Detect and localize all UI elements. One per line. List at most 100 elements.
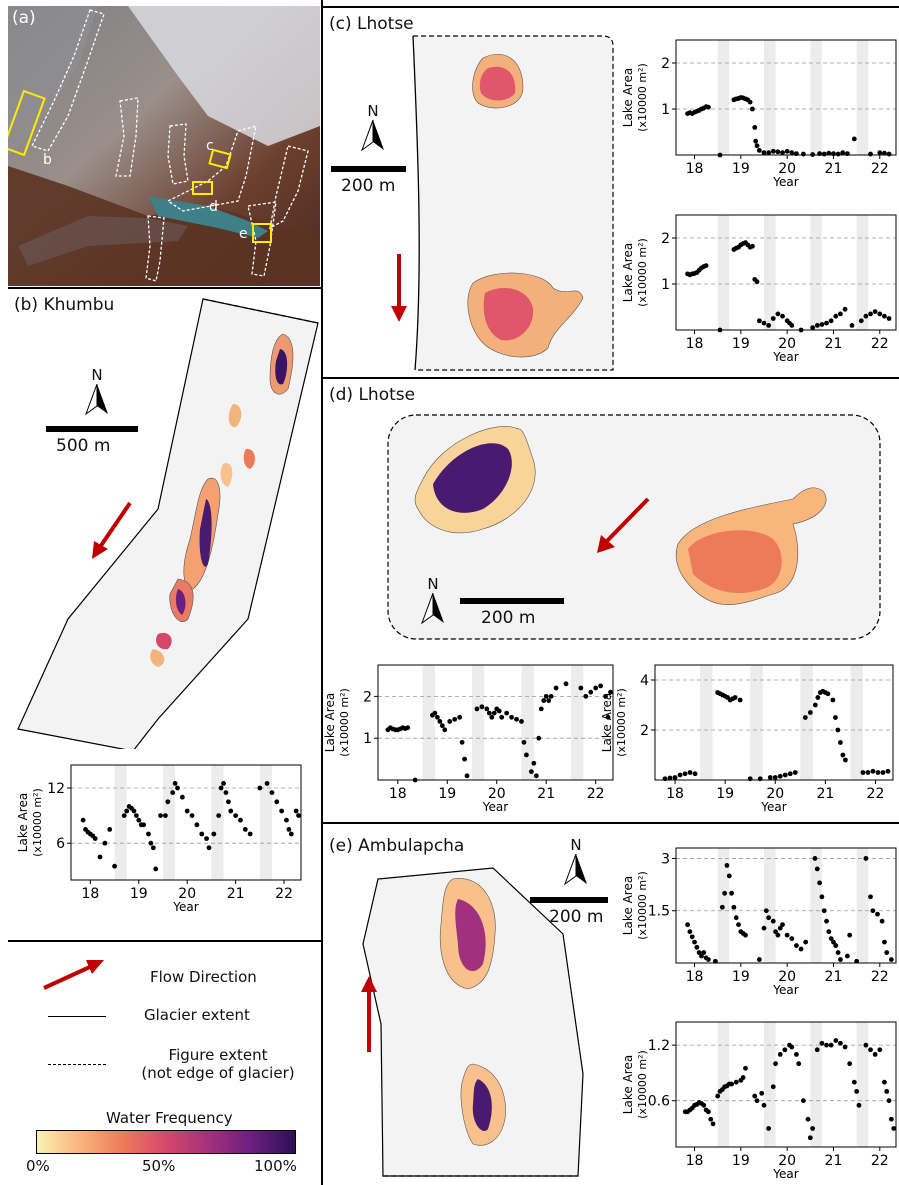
frame-divider-b-legend [8, 940, 322, 942]
data-point [851, 136, 857, 142]
data-point [821, 151, 827, 157]
data-point [750, 106, 755, 112]
scale-bar-e [530, 897, 608, 903]
panel-b-label: (b) Khumbu [14, 295, 115, 315]
data-point [784, 148, 790, 154]
x-tick-label: 21 [825, 161, 843, 177]
flow-arrow-d [597, 497, 650, 553]
y-tick-label: 1 [661, 102, 670, 118]
legend-figure-line [48, 1064, 106, 1065]
north-arrow-b: N [82, 366, 112, 420]
data-point [868, 151, 873, 157]
data-point [882, 150, 887, 156]
colorbar-title: Water Frequency [106, 1109, 233, 1127]
frame-divider-vertical [321, 0, 323, 1185]
marker-c: c [206, 138, 214, 154]
shaded-band [856, 40, 869, 155]
scale-label-e: 200 m [549, 907, 604, 927]
frame-divider-a-b [8, 287, 322, 289]
data-point [835, 151, 841, 157]
colorbar-tick-0: 0% [26, 1157, 50, 1175]
x-tick-label: 18 [686, 161, 704, 177]
data-point [752, 125, 758, 130]
ambulapcha-map [362, 867, 584, 1177]
legend-figure-line1: Figure extent [168, 1046, 268, 1064]
frame-divider-d-e [321, 822, 899, 824]
data-point [766, 150, 772, 156]
x-tick-label: 22 [871, 161, 889, 177]
data-point [775, 149, 781, 155]
khumbu-map [17, 298, 319, 749]
panel-b: (b) Khumbu N 500 m [8, 289, 320, 939]
data-point [761, 150, 767, 156]
data-point [794, 151, 799, 157]
satellite-map [8, 6, 320, 286]
scale-bar-c [331, 166, 406, 172]
panel-a: (a) b c d e [8, 6, 320, 286]
panel-d-label: (d) Lhotse [329, 385, 416, 405]
north-label: N [570, 836, 582, 854]
shaded-band [810, 40, 822, 155]
data-point [789, 150, 795, 156]
data-point [780, 150, 785, 156]
scale-label-b: 500 m [56, 436, 111, 456]
marker-e: e [239, 226, 248, 242]
data-point [810, 152, 816, 157]
panel-d: (d) Lhotse N 200 m [323, 379, 899, 821]
north-arrow-c: N [358, 102, 388, 156]
panel-e: (e) Ambulapcha N 200 m [323, 824, 623, 1185]
lhotse-d-map [387, 414, 881, 640]
legend-glacier-label: Glacier extent [144, 1006, 250, 1024]
north-label: N [427, 575, 439, 593]
north-arrow-icon [563, 853, 587, 886]
panel-c-label: (c) Lhotse [329, 14, 414, 34]
north-arrow-e: N [561, 836, 591, 890]
data-point [831, 151, 836, 157]
frame-top-right [321, 6, 899, 8]
colorbar-tick-100: 100% [254, 1157, 297, 1175]
shaded-band [764, 40, 776, 155]
colorbar-tick-50: 50% [142, 1157, 176, 1175]
scale-label-d: 200 m [481, 608, 536, 628]
data-point [770, 148, 776, 154]
legend-figure-line2: (not edge of glacier) [141, 1064, 295, 1082]
plot-frame [675, 39, 897, 156]
x-tick-label: 19 [732, 161, 750, 177]
scale-bar-b [46, 426, 138, 432]
data-point [706, 104, 711, 110]
marker-d: d [209, 199, 218, 215]
y-tick-label: 2 [661, 56, 670, 72]
data-point [840, 150, 846, 156]
flow-arrow-b [92, 501, 132, 559]
data-point [817, 151, 822, 157]
legend-figure-label: Figure extent (not edge of glacier) [138, 1046, 298, 1082]
scale-label-c: 200 m [341, 176, 396, 196]
y-axis-label: Lake Area [621, 68, 635, 127]
legend-flow-label: Flow Direction [150, 968, 257, 986]
flow-arrow-e [361, 976, 377, 1052]
north-label: N [91, 366, 103, 384]
north-label: N [367, 102, 379, 120]
data-point [754, 143, 760, 149]
north-arrow-icon [360, 119, 384, 152]
marker-b: b [43, 152, 52, 168]
y-axis-unit: (x10000 m²) [636, 63, 649, 132]
colorbar [36, 1130, 296, 1154]
scale-bar-d [460, 598, 564, 604]
legend: Flow Direction Glacier extent Figure ext… [8, 942, 320, 1185]
north-arrow-d: N [418, 575, 448, 629]
data-point [747, 99, 753, 105]
lhotse-c-map [412, 35, 614, 371]
frame-divider-c-d [321, 377, 899, 379]
north-arrow-icon [84, 383, 108, 416]
panel-a-label: (a) [12, 8, 36, 28]
panel-e-label: (e) Ambulapcha [329, 836, 465, 856]
data-point [826, 150, 832, 156]
x-axis-label: Year [772, 175, 798, 189]
data-point [717, 152, 723, 158]
data-point [756, 148, 762, 153]
legend-glacier-line [48, 1016, 106, 1017]
legend-flow-arrow [43, 960, 104, 990]
data-point [800, 151, 806, 157]
